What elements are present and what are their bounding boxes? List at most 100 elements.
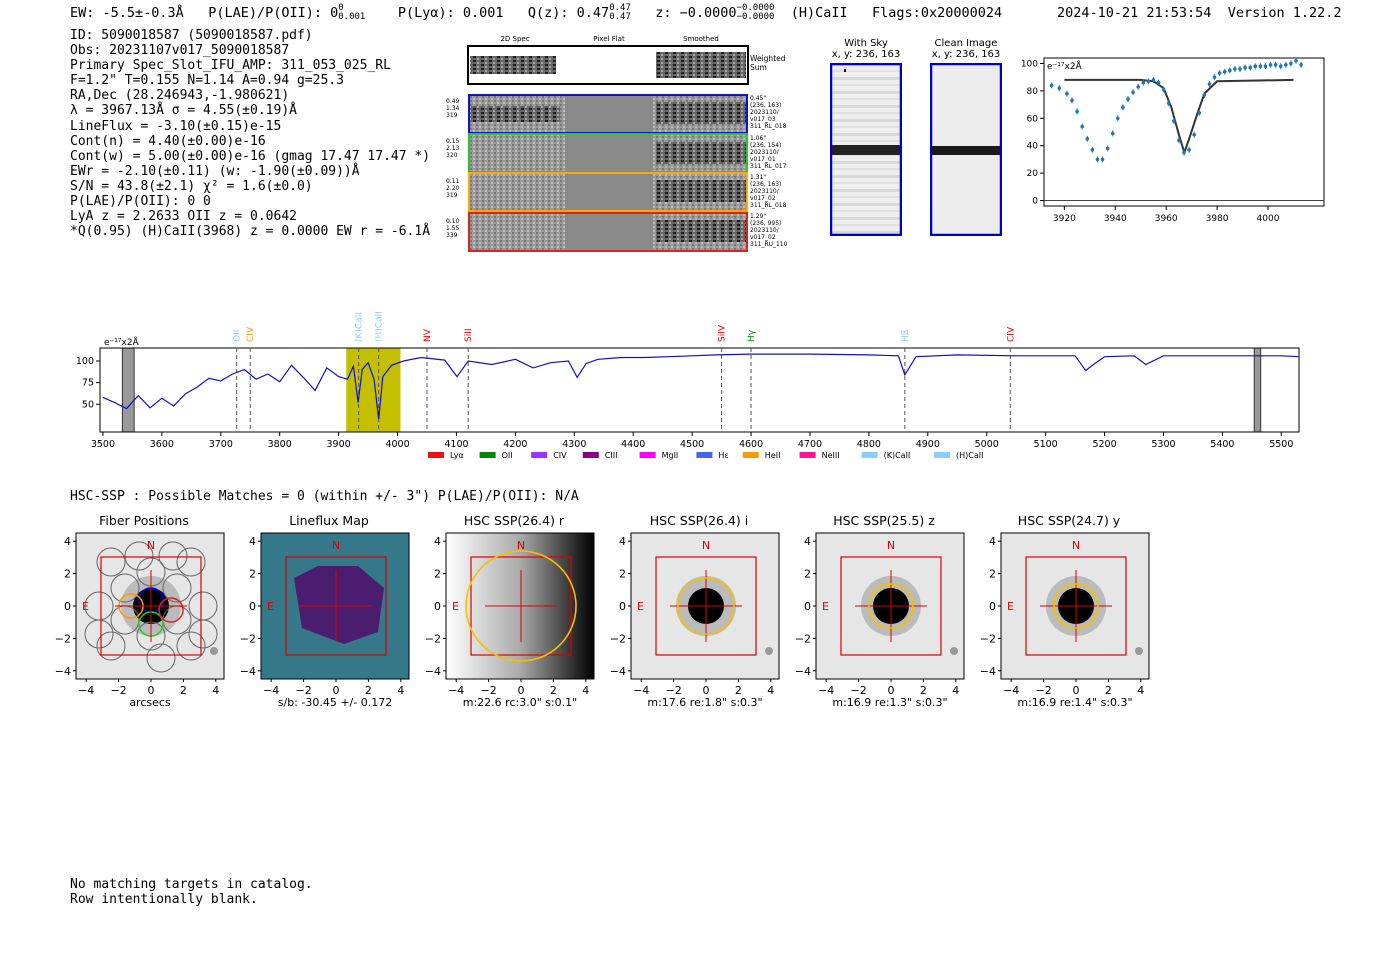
cutout-xtick-label: −4 [448, 684, 464, 697]
cutout-xtick-label: 0 [1073, 684, 1080, 697]
spec-xtick-label: 5400 [1210, 439, 1234, 450]
spec-xtick-label: 4900 [916, 439, 940, 450]
cutout-xtick-label: 0 [518, 684, 525, 697]
fit-data-point [1085, 137, 1090, 141]
weighted-label: Weighted [750, 54, 786, 63]
strip-4-left: 0.10 1.55 339 [446, 218, 459, 239]
qz-value: Q(z): 0.47 [527, 5, 610, 21]
cutout-ytick-label: 4 [989, 535, 996, 548]
spec-xtick-label: 4700 [798, 439, 822, 450]
fit-data-point [1207, 82, 1212, 86]
cutout-xtick-label: −2 [1035, 684, 1051, 697]
legend-label: (H)CaII [956, 451, 983, 460]
fit-data-point [1268, 63, 1273, 67]
z-sub: −0.0000 [736, 12, 775, 22]
qz-sup: 0.47 [609, 3, 631, 13]
cutout-xtick-label: 4 [397, 684, 404, 697]
info-line: Obs: 20231107v017_5090018587 [70, 43, 290, 59]
cutout-xtick-label: 2 [735, 684, 742, 697]
neighbor-source [1135, 647, 1143, 655]
cutout-ytick-label: 0 [249, 600, 256, 613]
spectrum-line [102, 353, 1300, 420]
line-marker-label: OII [233, 330, 243, 342]
clean-image [930, 63, 1002, 236]
spec-xtick-label: 4300 [562, 439, 586, 450]
fit-ytick-label: 60 [1027, 114, 1039, 124]
fit-data-point [1172, 119, 1176, 123]
legend-label: OII [502, 451, 513, 460]
cutout-xtick-label: −4 [263, 684, 279, 697]
cutout-xtick-label: 4 [582, 684, 589, 697]
hsc-panel-caption: m:17.6 re:1.8" s:0.3" [647, 696, 763, 709]
legend-swatch [428, 452, 444, 458]
fit-data-point [1095, 157, 1100, 162]
info-block: ID: 5090018587 (5090018587.pdf) Obs: 202… [70, 28, 430, 239]
fit-data-point [1182, 150, 1186, 155]
fit-data-point [1136, 84, 1140, 89]
fit-data-point [1057, 86, 1062, 90]
strip-meta: 1.29" [750, 213, 767, 220]
strip-val: 1.34 [446, 105, 460, 112]
fit-data-point [1273, 63, 1278, 67]
source-ellipse [677, 577, 735, 635]
plae-sub: 0.001 [338, 12, 366, 22]
fit-data-point [1263, 64, 1268, 69]
cutout-ytick-label: −2 [980, 632, 996, 645]
spec-ytick-label: 50 [82, 399, 94, 410]
cutout-ytick-label: −2 [55, 632, 71, 645]
cutout-frame [260, 532, 410, 680]
strip-row-1 [468, 94, 748, 134]
spec-ytick-label: 75 [82, 378, 94, 389]
strip-val: 0.10 [446, 218, 460, 225]
legend-label: Lyα [450, 451, 464, 460]
cutout-ytick-label: 2 [249, 568, 256, 581]
hsc-panel-caption: m:22.6 rc:3.0" s:0.1" [462, 696, 578, 709]
plya-value: P(Lyα): 0.001 [397, 5, 504, 21]
strip-row-3 [468, 172, 748, 212]
fit-ytick-label: 100 [1021, 59, 1038, 69]
fit-xtick-label: 3960 [1155, 214, 1178, 224]
fit-data-point [1278, 64, 1283, 69]
info-line: Cont(w) = 5.00(±0.00)e-16 (gmag 17.47 17… [70, 148, 431, 164]
legend-label: HeII [765, 451, 781, 460]
hsc-panel-caption: arcsecs [129, 696, 171, 709]
hsc-cutouts: Fiber Positions N E 4 2 0 −2 −4 −4 −2 0 2 4 arcsecs Li… [50, 510, 1160, 715]
cutout-ytick-label: 0 [989, 600, 996, 613]
hsc-panel-title: HSC SSP(24.7) y [1017, 513, 1121, 528]
north-label: N [147, 539, 155, 552]
east-label: E [82, 600, 89, 613]
fit-data-point [1217, 71, 1222, 75]
hsc-panel: HSC SSP(26.4) r N E 4 2 0 −2 −4 −4 −2 0 2 4 m:22.6 rc… [420, 510, 605, 715]
cutout-frame [815, 532, 965, 680]
strip-meta: (236, 163) [750, 181, 782, 188]
footer-note: No matching targets in catalog. Row inte… [70, 877, 313, 907]
plae-value: P(LAE)/P(OII): 0 [208, 5, 339, 21]
fiber-circle [176, 547, 206, 577]
hsc-panel: Lineflux Map N E 4 2 0 −2 −4 −4 −2 0 2 4 s/b: -30.45 … [235, 510, 420, 715]
clean-image-label: Clean Image [934, 38, 998, 49]
strip-val: 1.55 [446, 225, 460, 232]
strip-meta: (236, 995) [750, 220, 782, 227]
legend-swatch [531, 452, 548, 458]
east-label: E [452, 600, 459, 613]
version: Version 1.22.2 [1227, 5, 1342, 21]
line-marker-label: CIV [1006, 326, 1016, 342]
with-sky-xy: x, y: 236, 163 [831, 49, 901, 60]
hsc-panel: HSC SSP(25.5) z N E 4 2 0 −2 −4 −4 −2 0 2 4 m:16.9 re… [790, 510, 975, 715]
cutout-xtick-label: −2 [665, 684, 681, 697]
spec-ylabel: e⁻¹⁷x2Å [104, 336, 140, 348]
cutout-ytick-label: −4 [610, 665, 626, 678]
cutout-xtick-label: −4 [1003, 684, 1019, 697]
hsc-cutout-image: N E 4 2 0 −2 −4 −4 −2 0 2 4 [425, 532, 595, 697]
footer-line2: Row intentionally blank. [70, 892, 258, 907]
spec-xtick-label: 3700 [209, 439, 233, 450]
north-label: N [517, 539, 525, 552]
east-label: E [267, 600, 274, 613]
header-bar: EW: -5.5±-0.3Å P(LAE)/P(OII): 0 0 0.001 P(… [70, 4, 1002, 22]
line-marker-label: (H)CaII [375, 311, 385, 342]
line-marker-label: Hβ [901, 329, 911, 342]
clean-image-title: Clean Image x, y: 236, 163 [926, 38, 1006, 60]
cutout-ytick-label: 4 [249, 535, 256, 548]
fit-data-point [1131, 90, 1135, 95]
flags-value: Flags:0x20000024 [872, 5, 1003, 21]
